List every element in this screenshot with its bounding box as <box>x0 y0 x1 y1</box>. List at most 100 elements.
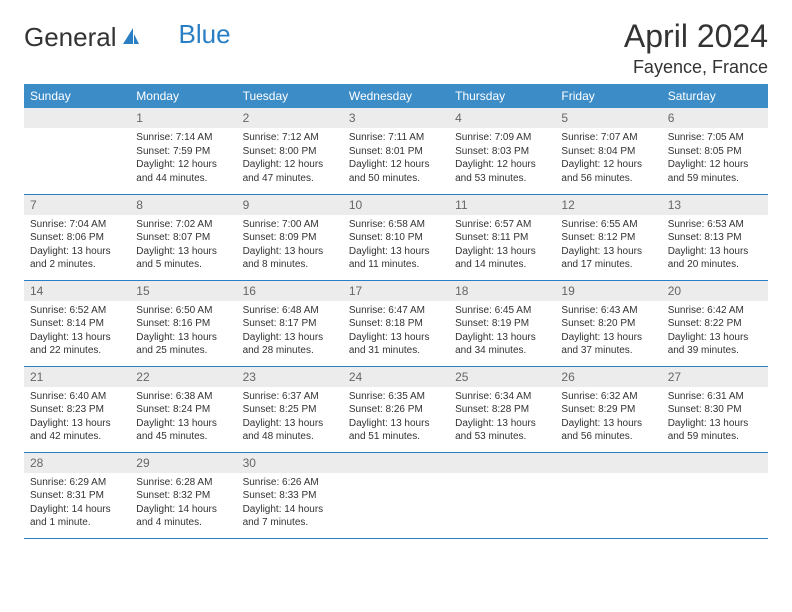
weekday-header: Friday <box>555 84 661 108</box>
weekday-header: Thursday <box>449 84 555 108</box>
day-cell: 2Sunrise: 7:12 AMSunset: 8:00 PMDaylight… <box>237 108 343 194</box>
empty-day-number <box>343 453 449 473</box>
day-details: Sunrise: 6:38 AMSunset: 8:24 PMDaylight:… <box>130 387 236 448</box>
weekday-header: Tuesday <box>237 84 343 108</box>
calendar-table: SundayMondayTuesdayWednesdayThursdayFrid… <box>24 84 768 539</box>
day-cell: 26Sunrise: 6:32 AMSunset: 8:29 PMDayligh… <box>555 366 661 452</box>
day-details: Sunrise: 7:00 AMSunset: 8:09 PMDaylight:… <box>237 215 343 276</box>
logo-sail-icon <box>121 22 141 53</box>
day-number: 20 <box>662 281 768 301</box>
day-number: 18 <box>449 281 555 301</box>
day-number: 19 <box>555 281 661 301</box>
day-number: 27 <box>662 367 768 387</box>
location-label: Fayence, France <box>624 57 768 78</box>
day-details: Sunrise: 6:50 AMSunset: 8:16 PMDaylight:… <box>130 301 236 362</box>
day-cell: 24Sunrise: 6:35 AMSunset: 8:26 PMDayligh… <box>343 366 449 452</box>
day-cell: 20Sunrise: 6:42 AMSunset: 8:22 PMDayligh… <box>662 280 768 366</box>
day-number: 30 <box>237 453 343 473</box>
day-number: 12 <box>555 195 661 215</box>
calendar-page: General Blue April 2024 Fayence, France … <box>0 0 792 612</box>
calendar-week-row: 28Sunrise: 6:29 AMSunset: 8:31 PMDayligh… <box>24 452 768 538</box>
day-cell: 13Sunrise: 6:53 AMSunset: 8:13 PMDayligh… <box>662 194 768 280</box>
day-details: Sunrise: 6:40 AMSunset: 8:23 PMDaylight:… <box>24 387 130 448</box>
day-number: 4 <box>449 108 555 128</box>
empty-day-number <box>555 453 661 473</box>
day-details: Sunrise: 6:48 AMSunset: 8:17 PMDaylight:… <box>237 301 343 362</box>
day-cell: 3Sunrise: 7:11 AMSunset: 8:01 PMDaylight… <box>343 108 449 194</box>
weekday-header: Monday <box>130 84 236 108</box>
day-number: 16 <box>237 281 343 301</box>
day-details: Sunrise: 7:02 AMSunset: 8:07 PMDaylight:… <box>130 215 236 276</box>
day-cell: 29Sunrise: 6:28 AMSunset: 8:32 PMDayligh… <box>130 452 236 538</box>
day-cell: 7Sunrise: 7:04 AMSunset: 8:06 PMDaylight… <box>24 194 130 280</box>
day-number: 6 <box>662 108 768 128</box>
day-details: Sunrise: 6:28 AMSunset: 8:32 PMDaylight:… <box>130 473 236 534</box>
day-cell: 4Sunrise: 7:09 AMSunset: 8:03 PMDaylight… <box>449 108 555 194</box>
day-cell: 27Sunrise: 6:31 AMSunset: 8:30 PMDayligh… <box>662 366 768 452</box>
day-number: 11 <box>449 195 555 215</box>
day-number: 15 <box>130 281 236 301</box>
day-cell: 17Sunrise: 6:47 AMSunset: 8:18 PMDayligh… <box>343 280 449 366</box>
day-details: Sunrise: 6:32 AMSunset: 8:29 PMDaylight:… <box>555 387 661 448</box>
day-number: 10 <box>343 195 449 215</box>
day-details: Sunrise: 7:04 AMSunset: 8:06 PMDaylight:… <box>24 215 130 276</box>
day-details: Sunrise: 6:52 AMSunset: 8:14 PMDaylight:… <box>24 301 130 362</box>
month-title: April 2024 <box>624 18 768 55</box>
day-details: Sunrise: 7:09 AMSunset: 8:03 PMDaylight:… <box>449 128 555 189</box>
day-cell: 11Sunrise: 6:57 AMSunset: 8:11 PMDayligh… <box>449 194 555 280</box>
day-number: 3 <box>343 108 449 128</box>
day-cell: 5Sunrise: 7:07 AMSunset: 8:04 PMDaylight… <box>555 108 661 194</box>
day-cell: 1Sunrise: 7:14 AMSunset: 7:59 PMDaylight… <box>130 108 236 194</box>
day-details: Sunrise: 7:05 AMSunset: 8:05 PMDaylight:… <box>662 128 768 189</box>
day-number: 21 <box>24 367 130 387</box>
day-cell: 9Sunrise: 7:00 AMSunset: 8:09 PMDaylight… <box>237 194 343 280</box>
day-cell: 12Sunrise: 6:55 AMSunset: 8:12 PMDayligh… <box>555 194 661 280</box>
day-number: 13 <box>662 195 768 215</box>
empty-day-number <box>24 108 130 128</box>
day-number: 2 <box>237 108 343 128</box>
page-header: General Blue April 2024 Fayence, France <box>24 18 768 78</box>
day-cell <box>662 452 768 538</box>
day-cell: 6Sunrise: 7:05 AMSunset: 8:05 PMDaylight… <box>662 108 768 194</box>
day-details: Sunrise: 6:47 AMSunset: 8:18 PMDaylight:… <box>343 301 449 362</box>
day-cell: 21Sunrise: 6:40 AMSunset: 8:23 PMDayligh… <box>24 366 130 452</box>
weekday-header: Saturday <box>662 84 768 108</box>
day-details: Sunrise: 7:12 AMSunset: 8:00 PMDaylight:… <box>237 128 343 189</box>
logo: General Blue <box>24 22 231 53</box>
logo-text-2: Blue <box>179 19 231 50</box>
logo-text-1: General <box>24 22 117 53</box>
weekday-header-row: SundayMondayTuesdayWednesdayThursdayFrid… <box>24 84 768 108</box>
day-number: 8 <box>130 195 236 215</box>
day-cell: 8Sunrise: 7:02 AMSunset: 8:07 PMDaylight… <box>130 194 236 280</box>
day-number: 17 <box>343 281 449 301</box>
day-details: Sunrise: 7:14 AMSunset: 7:59 PMDaylight:… <box>130 128 236 189</box>
day-details: Sunrise: 6:57 AMSunset: 8:11 PMDaylight:… <box>449 215 555 276</box>
day-details: Sunrise: 6:53 AMSunset: 8:13 PMDaylight:… <box>662 215 768 276</box>
day-details: Sunrise: 6:31 AMSunset: 8:30 PMDaylight:… <box>662 387 768 448</box>
weekday-header: Wednesday <box>343 84 449 108</box>
day-number: 5 <box>555 108 661 128</box>
day-number: 25 <box>449 367 555 387</box>
day-details: Sunrise: 6:35 AMSunset: 8:26 PMDaylight:… <box>343 387 449 448</box>
day-cell: 30Sunrise: 6:26 AMSunset: 8:33 PMDayligh… <box>237 452 343 538</box>
empty-day-number <box>449 453 555 473</box>
day-details: Sunrise: 6:45 AMSunset: 8:19 PMDaylight:… <box>449 301 555 362</box>
empty-day-number <box>662 453 768 473</box>
day-cell: 22Sunrise: 6:38 AMSunset: 8:24 PMDayligh… <box>130 366 236 452</box>
day-cell <box>343 452 449 538</box>
day-details: Sunrise: 6:37 AMSunset: 8:25 PMDaylight:… <box>237 387 343 448</box>
day-details: Sunrise: 6:55 AMSunset: 8:12 PMDaylight:… <box>555 215 661 276</box>
day-details: Sunrise: 6:26 AMSunset: 8:33 PMDaylight:… <box>237 473 343 534</box>
day-details: Sunrise: 6:34 AMSunset: 8:28 PMDaylight:… <box>449 387 555 448</box>
calendar-week-row: 7Sunrise: 7:04 AMSunset: 8:06 PMDaylight… <box>24 194 768 280</box>
day-cell <box>24 108 130 194</box>
day-number: 24 <box>343 367 449 387</box>
day-cell: 14Sunrise: 6:52 AMSunset: 8:14 PMDayligh… <box>24 280 130 366</box>
day-number: 29 <box>130 453 236 473</box>
day-number: 1 <box>130 108 236 128</box>
day-cell <box>555 452 661 538</box>
day-number: 28 <box>24 453 130 473</box>
day-details: Sunrise: 7:07 AMSunset: 8:04 PMDaylight:… <box>555 128 661 189</box>
day-details: Sunrise: 6:29 AMSunset: 8:31 PMDaylight:… <box>24 473 130 534</box>
day-details: Sunrise: 7:11 AMSunset: 8:01 PMDaylight:… <box>343 128 449 189</box>
